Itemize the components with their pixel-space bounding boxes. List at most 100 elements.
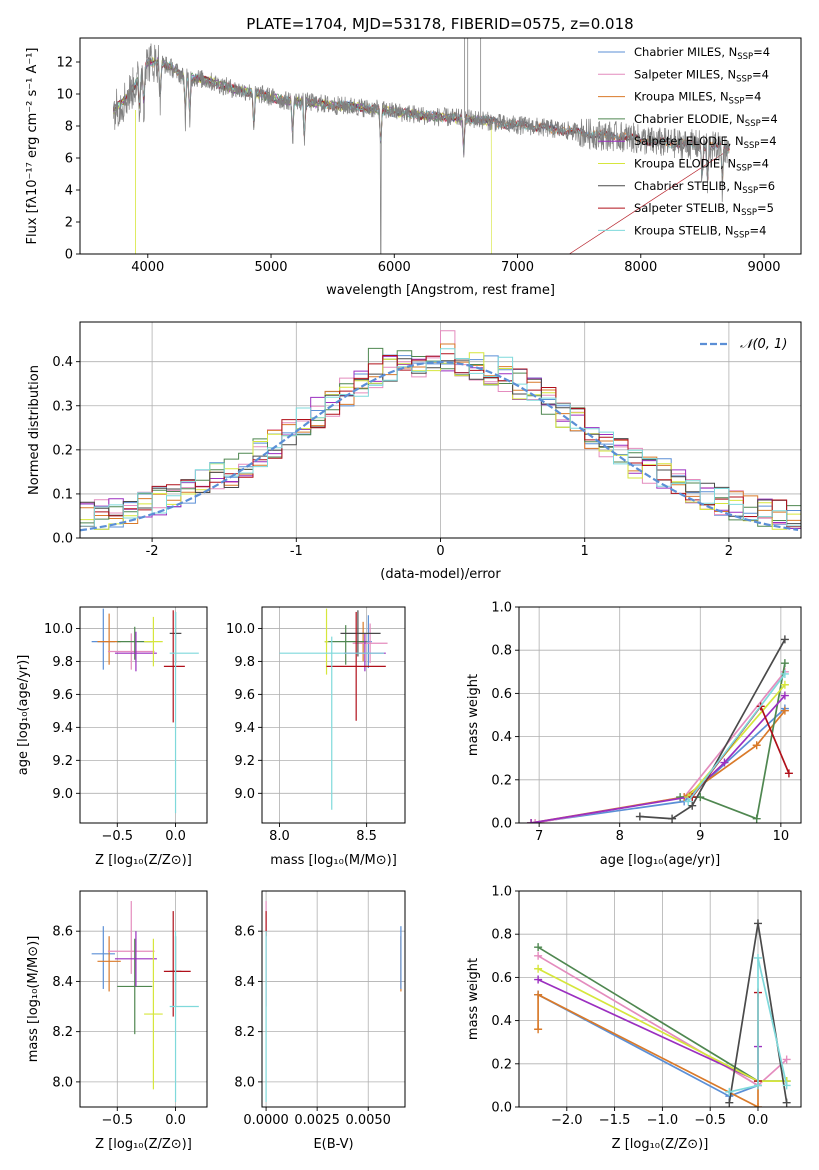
weight-line: [534, 671, 786, 823]
legend-subscript: SSP: [744, 141, 760, 151]
axes-frame: [261, 890, 406, 1108]
x-axis-label: Z [log₁₀(Z/Z⊙)]: [95, 853, 192, 868]
y-tick-label: 9.4: [234, 721, 255, 736]
y-tick-label: 0.8: [491, 928, 512, 943]
x-tick-label: 0.0: [165, 1113, 186, 1128]
y-tick-label: 8.2: [52, 1025, 73, 1040]
legend-entry: Kroupa MILES, NSSP=4: [634, 90, 761, 107]
weight-marker: [753, 919, 762, 928]
legend-subscript: SSP: [741, 208, 757, 218]
y-tick-label: 2: [65, 216, 73, 231]
x-axis-label: Z [log₁₀(Z/Z⊙)]: [612, 1137, 709, 1152]
weight-marker: [753, 953, 762, 962]
x-tick-label: -1: [290, 544, 303, 559]
x-tick-label: 4000: [131, 260, 164, 275]
y-tick-label: 8.0: [52, 1075, 73, 1090]
weight-line: [680, 663, 786, 820]
legend-subscript: SSP: [736, 164, 752, 174]
y-tick-label: 4: [65, 184, 73, 199]
x-tick-label: 8: [616, 829, 624, 844]
weight-marker: [782, 1055, 791, 1064]
weight-vs-Z-panel: −2.0 −1.5 −1.0 −0.5 0.0 0.0 0.2 0.4 0.6 0.8 1.0 Z […: [466, 885, 802, 1152]
weight-marker: [780, 680, 789, 689]
y-tick-label: 0.4: [52, 355, 73, 370]
y-tick-label: 8.4: [52, 975, 73, 990]
weight-marker: [782, 1098, 791, 1107]
y-tick-label: 0.6: [491, 687, 512, 702]
weight-marker: [688, 801, 697, 810]
model-spectrum: [112, 56, 492, 254]
data-spectrum: [112, 43, 730, 254]
legend-entry: Kroupa ELODIE, NSSP=4: [634, 157, 769, 174]
y-tick-label: 9.6: [234, 688, 255, 703]
axes-frame: [261, 606, 406, 824]
plot-area: [527, 635, 793, 823]
x-tick-label: 7000: [501, 260, 534, 275]
weight-line: [687, 673, 786, 802]
weight-marker: [635, 812, 644, 821]
y-tick-label: 1.0: [491, 885, 512, 900]
x-tick-label: 1: [581, 544, 589, 559]
mass-vs-ebv-panel: 0.0000 0.0025 0.0050 8.0 8.2 8.4 8.6 E(B-V): [234, 890, 406, 1152]
legend-suffix: =6: [758, 179, 775, 193]
y-axis-label: Normed distribution: [27, 365, 42, 495]
y-tick-label: 0.0: [52, 532, 73, 547]
figure-title: PLATE=1704, MJD=53178, FIBERID=0575, z=0…: [246, 15, 633, 33]
x-axis-label: age [log₁₀(age/yr)]: [600, 853, 721, 868]
legend-entry: Salpeter STELIB, NSSP=5: [634, 201, 774, 218]
x-tick-label: −0.5: [101, 1113, 133, 1128]
x-tick-label: 0.0025: [294, 1113, 340, 1128]
x-tick-label: −1.5: [599, 1113, 631, 1128]
weight-line: [537, 993, 759, 1107]
weight-marker: [676, 793, 685, 802]
y-tick-label: 9.4: [52, 721, 73, 736]
weight-marker: [780, 635, 789, 644]
x-tick-label: 0.0: [748, 1113, 769, 1128]
legend-subscript: SSP: [734, 230, 750, 240]
y-tick-label: 0.2: [52, 443, 73, 458]
y-axis-label: mass [log₁₀(M/M⊙)]: [26, 936, 41, 1063]
y-tick-label: 0.4: [491, 1014, 512, 1029]
axes-frame: [79, 606, 208, 824]
weight-marker: [753, 1103, 762, 1107]
y-tick-label: 9.8: [234, 655, 255, 670]
x-tick-label: −1.0: [647, 1113, 679, 1128]
weight-marker: [534, 951, 543, 960]
y-tick-label: 8.6: [234, 925, 255, 940]
y-tick-label: 8: [65, 120, 73, 135]
spectrum-panel: 4000 5000 6000 7000 8000 9000 0 2 4 6 8 10 12 wavelen…: [25, 37, 802, 298]
weight-marker: [720, 758, 729, 767]
x-tick-label: 0: [436, 544, 444, 559]
x-tick-label: 9000: [747, 260, 780, 275]
y-tick-label: 8.6: [52, 925, 73, 940]
legend-subscript: SSP: [745, 119, 761, 129]
age-vs-Z-panel: −0.5 0.0 9.0 9.2 9.4 9.6 9.8 10.0 Z [log₁₀(Z/Z⊙)…: [16, 606, 208, 868]
y-tick-label: 6: [65, 152, 73, 167]
y-tick-label: 10: [56, 88, 73, 103]
x-tick-label: 9: [696, 829, 704, 844]
y-axis-label: age [log₁₀(age/yr)]: [16, 655, 31, 776]
y-tick-label: 0.3: [52, 399, 73, 414]
legend-subscript: SSP: [729, 97, 745, 107]
y-tick-label: 1.0: [491, 601, 512, 616]
weight-line: [639, 638, 786, 820]
plot-area: [91, 608, 199, 814]
weight-marker: [534, 990, 543, 999]
y-tick-label: 12: [56, 56, 73, 71]
x-tick-label: 6000: [378, 260, 411, 275]
weight-line: [530, 710, 786, 823]
axes-frame: [79, 890, 208, 1108]
x-tick-label: 7: [535, 829, 543, 844]
residual-histogram: [80, 348, 801, 527]
legend-suffix: =4: [752, 157, 769, 171]
y-tick-label: 9.2: [52, 754, 73, 769]
weight-marker: [780, 669, 789, 678]
legend-entry: Kroupa STELIB, NSSP=4: [634, 223, 766, 240]
axes-frame: [79, 37, 802, 255]
legend-suffix: =4: [744, 90, 761, 104]
y-tick-label: 10.0: [44, 622, 73, 637]
x-axis-label: Z [log₁₀(Z/Z⊙)]: [95, 1137, 192, 1152]
x-tick-label: 2: [725, 544, 733, 559]
weight-marker: [534, 975, 543, 984]
weight-marker: [534, 943, 543, 952]
